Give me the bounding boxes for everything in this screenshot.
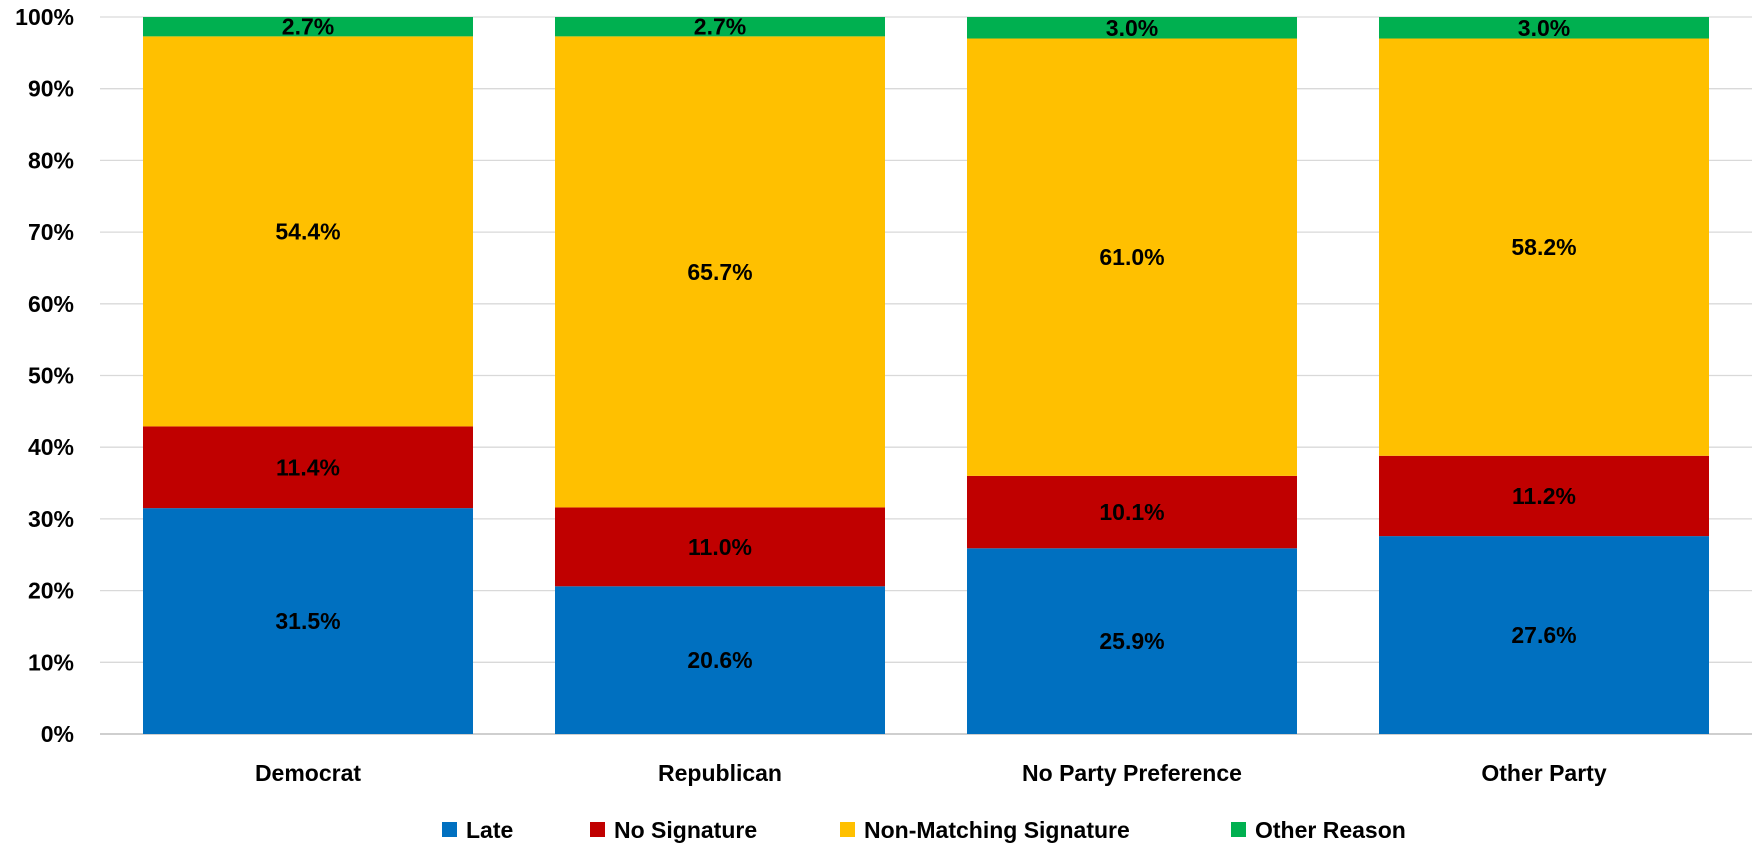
x-category-label: No Party Preference [1022,760,1242,786]
legend-label: Non-Matching Signature [864,817,1130,843]
data-label-other-party-late: 27.6% [1511,622,1576,648]
data-label-no-party-preference-late: 25.9% [1099,628,1164,654]
legend-item-no-signature: No Signature [590,817,757,843]
data-label-democrat-late: 31.5% [275,608,340,634]
bar-republican-no-signature [555,507,885,587]
legend-swatch [442,822,457,837]
legend-item-other-reason: Other Reason [1231,817,1406,843]
bar-democrat-non-matching-signature [143,36,473,427]
legend-swatch [840,822,855,837]
x-category-label: Democrat [255,760,361,786]
y-tick-label: 80% [28,147,74,173]
legend-label: No Signature [614,817,757,843]
y-tick-label: 100% [15,4,74,30]
legend-item-late: Late [442,817,513,843]
bar-republican-non-matching-signature [555,36,885,508]
legend-label: Other Reason [1255,817,1406,843]
y-tick-label: 40% [28,434,74,460]
y-tick-label: 70% [28,219,74,245]
y-tick-label: 60% [28,291,74,317]
data-labels: 31.5% 11.4% 54.4% 2.7% 20.6% 11.0% 65.7% 2.7% 25… [275,14,1576,673]
legend-swatch [590,822,605,837]
bar-democrat-no-signature [143,426,473,509]
bar-republican-other-reason [555,17,885,37]
data-label-democrat-no-signature: 11.4% [276,454,340,480]
x-category-label: Other Party [1481,760,1606,786]
data-label-democrat-non-matching-signature: 54.4% [275,218,340,244]
bar-no-party-preference-late [967,548,1297,734]
bar-other-party-non-matching-signature [1379,38,1709,456]
bar-other-party-other-reason [1379,17,1709,39]
data-label-no-party-preference-no-signature: 10.1% [1099,499,1164,525]
data-label-republican-no-signature: 11.0% [688,534,752,560]
bar-no-party-preference-non-matching-signature [967,38,1297,476]
bar-other-party-late [1379,536,1709,734]
y-tick-label: 10% [28,649,74,675]
bar-democrat-late [143,508,473,734]
legend: Late No Signature Non-Matching Signature Ot… [442,817,1406,843]
data-label-other-party-other-reason: 3.0% [1518,15,1570,41]
data-label-other-party-no-signature: 11.2% [1512,483,1576,509]
data-label-no-party-preference-other-reason: 3.0% [1106,15,1158,41]
data-label-other-party-non-matching-signature: 58.2% [1511,234,1576,260]
bars [143,17,1709,734]
data-label-republican-late: 20.6% [687,647,752,673]
bar-democrat-other-reason [143,17,473,37]
y-tick-label: 0% [41,721,74,747]
legend-swatch [1231,822,1246,837]
data-label-no-party-preference-non-matching-signature: 61.0% [1099,244,1164,270]
legend-item-non-matching-signature: Non-Matching Signature [840,817,1130,843]
y-tick-label: 20% [28,578,74,604]
legend-label: Late [466,817,513,843]
y-tick-label: 90% [28,76,74,102]
bar-no-party-preference-no-signature [967,475,1297,549]
data-label-democrat-other-reason: 2.7% [282,14,334,40]
data-label-republican-other-reason: 2.7% [694,14,746,40]
bar-republican-late [555,586,885,734]
y-tick-label: 30% [28,506,74,532]
x-category-label: Republican [658,760,782,786]
bar-other-party-no-signature [1379,455,1709,537]
y-tick-label: 50% [28,363,74,389]
bar-no-party-preference-other-reason [967,17,1297,39]
axes: 0% 10% 20% 30% 40% 50% 60% 70% 80% 90% 100% Democra… [15,4,1607,786]
data-label-republican-non-matching-signature: 65.7% [687,259,752,285]
